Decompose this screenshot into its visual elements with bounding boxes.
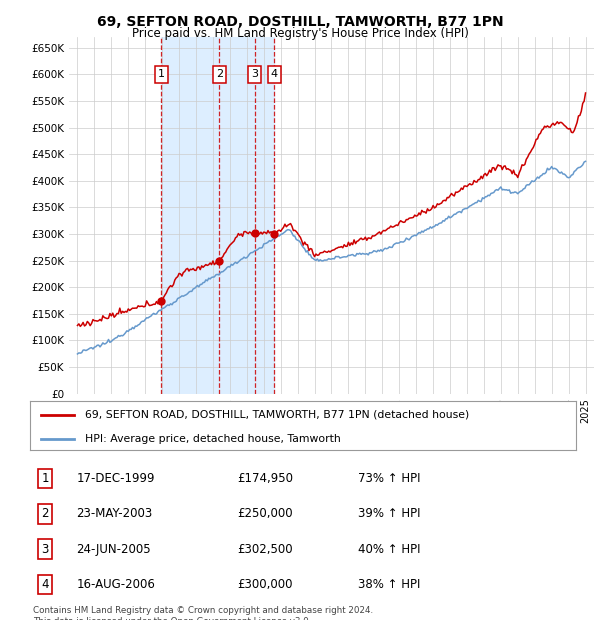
Text: £250,000: £250,000 [238, 507, 293, 520]
Text: 4: 4 [41, 578, 49, 591]
Text: 17-DEC-1999: 17-DEC-1999 [76, 472, 155, 485]
Text: £174,950: £174,950 [238, 472, 293, 485]
Text: Contains HM Land Registry data © Crown copyright and database right 2024.
This d: Contains HM Land Registry data © Crown c… [33, 606, 373, 620]
Text: 40% ↑ HPI: 40% ↑ HPI [358, 542, 420, 556]
Text: 3: 3 [251, 69, 258, 79]
Text: 69, SEFTON ROAD, DOSTHILL, TAMWORTH, B77 1PN (detached house): 69, SEFTON ROAD, DOSTHILL, TAMWORTH, B77… [85, 410, 469, 420]
Bar [161, 37, 274, 394]
Text: 4: 4 [271, 69, 278, 79]
Text: 24-JUN-2005: 24-JUN-2005 [76, 542, 151, 556]
Text: HPI: Average price, detached house, Tamworth: HPI: Average price, detached house, Tamw… [85, 434, 340, 444]
Text: 73% ↑ HPI: 73% ↑ HPI [358, 472, 420, 485]
Text: £300,000: £300,000 [238, 578, 293, 591]
Text: 1: 1 [41, 472, 49, 485]
Text: 16-AUG-2006: 16-AUG-2006 [76, 578, 155, 591]
Text: 38% ↑ HPI: 38% ↑ HPI [358, 578, 420, 591]
Text: 1: 1 [158, 69, 165, 79]
Text: Price paid vs. HM Land Registry's House Price Index (HPI): Price paid vs. HM Land Registry's House … [131, 27, 469, 40]
Text: 2: 2 [41, 507, 49, 520]
Text: 3: 3 [41, 542, 49, 556]
Text: 69, SEFTON ROAD, DOSTHILL, TAMWORTH, B77 1PN: 69, SEFTON ROAD, DOSTHILL, TAMWORTH, B77… [97, 16, 503, 30]
Text: 2: 2 [216, 69, 223, 79]
Text: £302,500: £302,500 [238, 542, 293, 556]
Text: 23-MAY-2003: 23-MAY-2003 [76, 507, 152, 520]
Text: 39% ↑ HPI: 39% ↑ HPI [358, 507, 420, 520]
